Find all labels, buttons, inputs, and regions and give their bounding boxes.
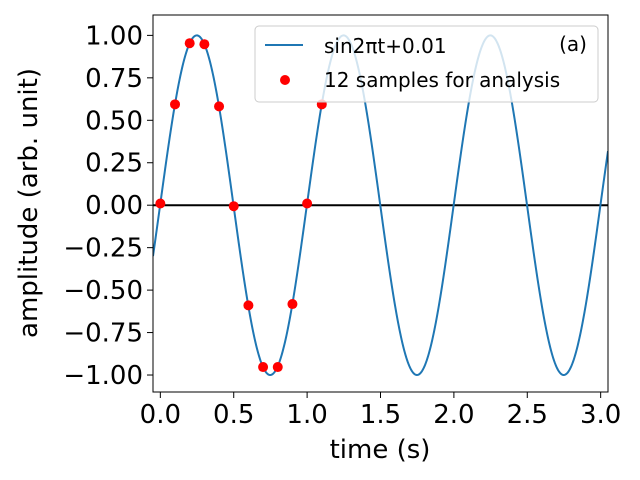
sample-point <box>228 201 239 212</box>
y-axis-label: amplitude (arb. unit) <box>14 68 44 338</box>
sample-point <box>302 198 313 209</box>
x-tick-label: 0.5 <box>213 400 254 430</box>
sample-point <box>258 362 269 373</box>
y-tick-label: −0.25 <box>63 234 143 264</box>
y-tick-label: 0.00 <box>85 191 143 221</box>
sample-point <box>243 300 254 311</box>
y-tick-label: 0.25 <box>85 149 143 179</box>
sample-point <box>214 101 225 112</box>
x-tick-label: 1.0 <box>286 400 327 430</box>
y-tick-label: 1.00 <box>85 21 143 51</box>
sample-points <box>155 38 327 373</box>
sample-point <box>272 362 283 373</box>
x-tick-label: 1.5 <box>360 400 401 430</box>
y-tick-label: 0.50 <box>85 106 143 136</box>
sample-point <box>170 99 181 110</box>
x-tick-label: 0.0 <box>140 400 181 430</box>
y-tick-label: −1.00 <box>63 361 143 391</box>
y-tick-label: −0.50 <box>63 276 143 306</box>
sample-point <box>155 198 166 209</box>
x-axis-label: time (s) <box>330 435 431 465</box>
y-tick-label: −0.75 <box>63 319 143 349</box>
y-tick-label: 0.75 <box>85 64 143 94</box>
sample-point <box>287 299 298 310</box>
sample-point <box>184 38 195 49</box>
series-line-sine <box>153 34 608 377</box>
panel-annotation: (a) <box>559 32 587 56</box>
x-axis-ticks: 0.0 0.5 1.0 1.5 2.0 2.5 3.0 <box>140 392 621 430</box>
legend-label-sine: sin2πt+0.01 <box>324 34 447 58</box>
legend-label-samples: 12 samples for analysis <box>324 68 560 92</box>
legend-box <box>254 25 599 103</box>
x-tick-label: 2.0 <box>433 400 474 430</box>
x-tick-label: 2.5 <box>507 400 548 430</box>
legend: sin2πt+0.01 12 samples for analysis (a) <box>254 25 599 103</box>
y-axis-ticks: 1.00 0.75 0.50 0.25 0.00 −0.25 −0.50 −0.75 −1.00 <box>63 21 153 391</box>
x-tick-label: 3.0 <box>580 400 621 430</box>
sample-point <box>199 39 210 50</box>
legend-marker-swatch <box>280 75 290 85</box>
